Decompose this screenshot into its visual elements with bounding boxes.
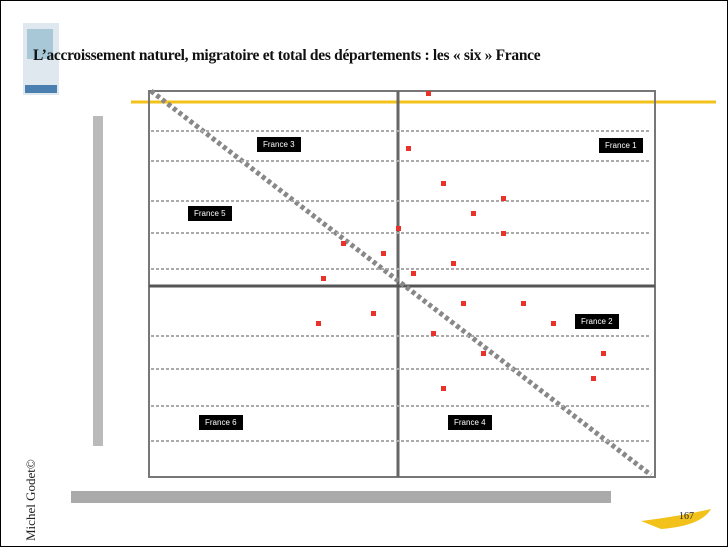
grid (151, 130, 651, 442)
diagonal (149, 89, 653, 477)
region-label: France 5 (188, 206, 232, 221)
chart-frame (148, 90, 656, 478)
x-axis-caption (71, 491, 611, 503)
points (316, 91, 606, 391)
page-swoosh (641, 509, 711, 529)
region-label: France 3 (257, 137, 301, 152)
author: Michel Godet© (23, 459, 38, 541)
slide-title: L’accroissement naturel, migratoire et t… (33, 47, 541, 64)
y-axis-caption (93, 116, 103, 446)
logo-shape (27, 29, 53, 59)
region-label: France 6 (199, 415, 243, 430)
region-label: France 1 (599, 138, 643, 153)
logo-band (25, 85, 57, 93)
region-label: France 4 (448, 415, 492, 430)
region-label: France 2 (575, 314, 619, 329)
page-number: 167 (679, 511, 694, 522)
